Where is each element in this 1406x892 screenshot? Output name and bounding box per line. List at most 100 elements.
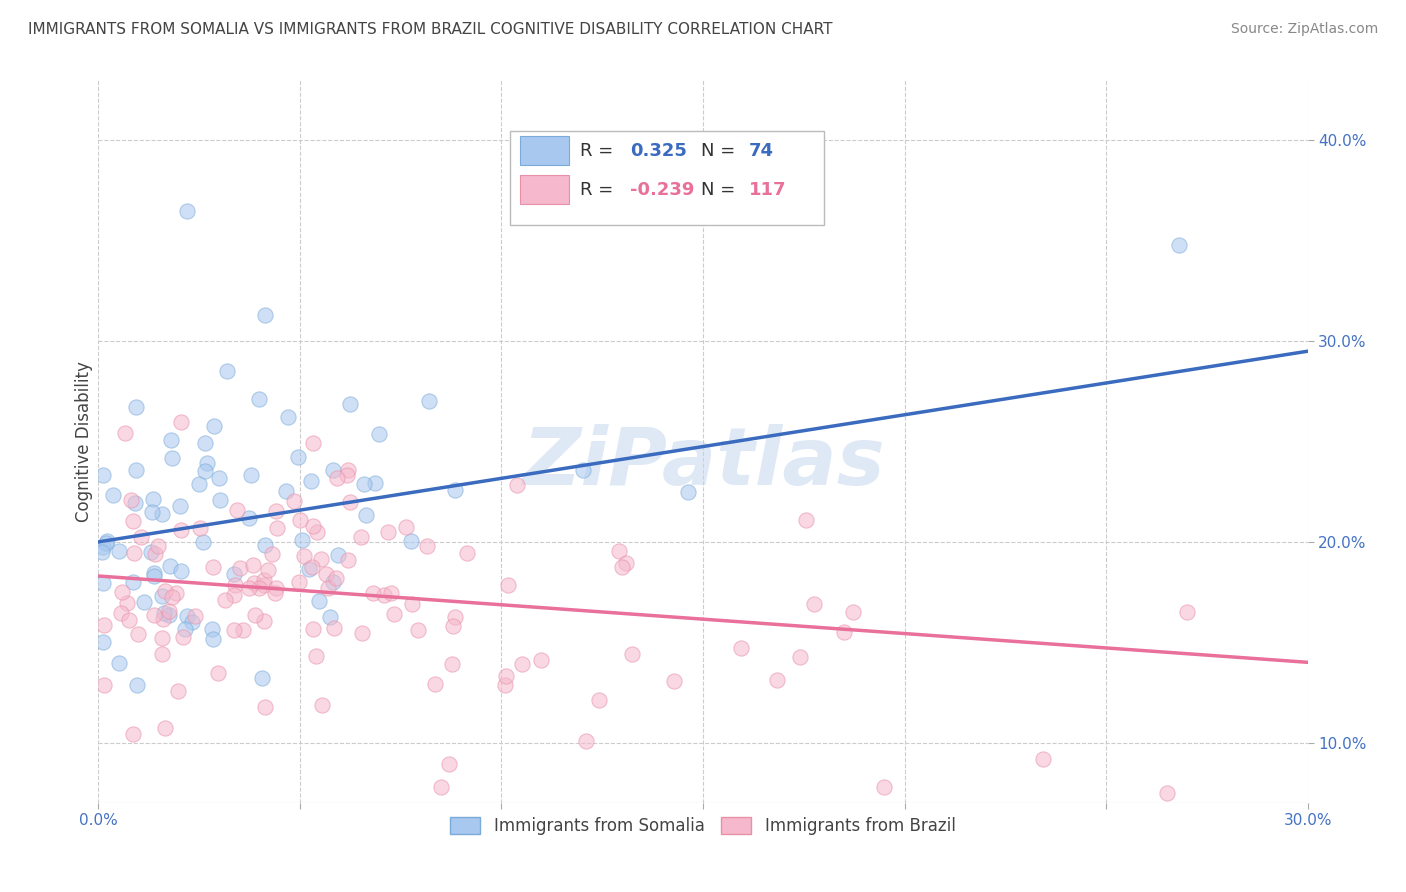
Point [243, 608, 266, 623]
Point [277, 410, 299, 425]
Point [443, 483, 465, 497]
Point [266, 521, 288, 535]
Point [170, 415, 193, 429]
Text: R =: R = [579, 142, 619, 160]
Point [789, 650, 811, 665]
Point [264, 504, 287, 518]
Point [125, 463, 148, 477]
Point [188, 477, 211, 491]
Point [444, 609, 467, 624]
Point [299, 474, 322, 488]
Point [430, 780, 453, 794]
Point [153, 721, 176, 735]
Point [337, 552, 360, 566]
Point [122, 514, 145, 528]
Point [350, 625, 373, 640]
Point [263, 586, 285, 600]
Point [607, 544, 630, 558]
Point [302, 622, 325, 636]
Point [121, 575, 143, 590]
Point [803, 597, 825, 611]
Point [353, 476, 375, 491]
Point [226, 503, 249, 517]
Point [339, 397, 361, 411]
Point [160, 451, 183, 466]
Point [253, 308, 276, 322]
Point [188, 521, 211, 535]
Point [395, 520, 418, 534]
Point [172, 631, 194, 645]
Point [224, 578, 246, 592]
Point [494, 678, 516, 692]
Point [873, 780, 896, 794]
Point [256, 564, 278, 578]
Point [238, 510, 260, 524]
Point [143, 569, 166, 583]
Point [153, 606, 176, 620]
Point [170, 564, 193, 578]
Point [114, 426, 136, 441]
Point [302, 435, 325, 450]
Point [510, 657, 533, 671]
Point [364, 475, 387, 490]
Point [170, 523, 193, 537]
Point [176, 203, 198, 218]
Point [377, 525, 399, 540]
Point [382, 607, 405, 622]
Point [301, 559, 323, 574]
Point [621, 647, 644, 661]
Point [150, 507, 173, 521]
Text: -0.239: -0.239 [630, 181, 695, 199]
Point [110, 607, 132, 621]
Point [287, 450, 309, 464]
Point [305, 524, 328, 539]
Point [253, 574, 276, 588]
Point [180, 615, 202, 629]
Point [274, 483, 297, 498]
Point [456, 546, 478, 560]
Point [336, 463, 359, 477]
Point [132, 594, 155, 608]
Point [93, 635, 115, 649]
Point [150, 631, 173, 645]
Point [318, 610, 340, 624]
Point [571, 463, 593, 477]
Point [380, 585, 402, 599]
Point [423, 677, 446, 691]
Point [842, 605, 865, 619]
Point [143, 547, 166, 561]
Point [1175, 605, 1198, 619]
Point [108, 656, 131, 670]
Point [229, 561, 252, 575]
Point [326, 548, 349, 562]
Point [141, 505, 163, 519]
Point [139, 545, 162, 559]
Point [173, 623, 195, 637]
Point [305, 649, 328, 664]
Point [120, 493, 142, 508]
Legend: Immigrants from Somalia, Immigrants from Brazil: Immigrants from Somalia, Immigrants from… [444, 810, 962, 841]
Point [208, 492, 231, 507]
Point [169, 500, 191, 514]
Point [124, 546, 146, 560]
Point [766, 673, 789, 687]
Point [160, 434, 183, 448]
Point [794, 514, 817, 528]
Point [323, 621, 346, 635]
Point [107, 544, 129, 558]
Point [101, 488, 124, 502]
Point [1156, 786, 1178, 800]
Point [93, 618, 115, 632]
Point [193, 535, 215, 549]
Point [242, 558, 264, 572]
Point [322, 575, 344, 590]
Point [91, 541, 114, 555]
Point [152, 612, 174, 626]
Point [238, 581, 260, 595]
Point [367, 427, 389, 442]
Point [146, 539, 169, 553]
Point [150, 589, 173, 603]
Point [373, 588, 395, 602]
Text: 74: 74 [749, 142, 773, 160]
Point [322, 463, 344, 477]
